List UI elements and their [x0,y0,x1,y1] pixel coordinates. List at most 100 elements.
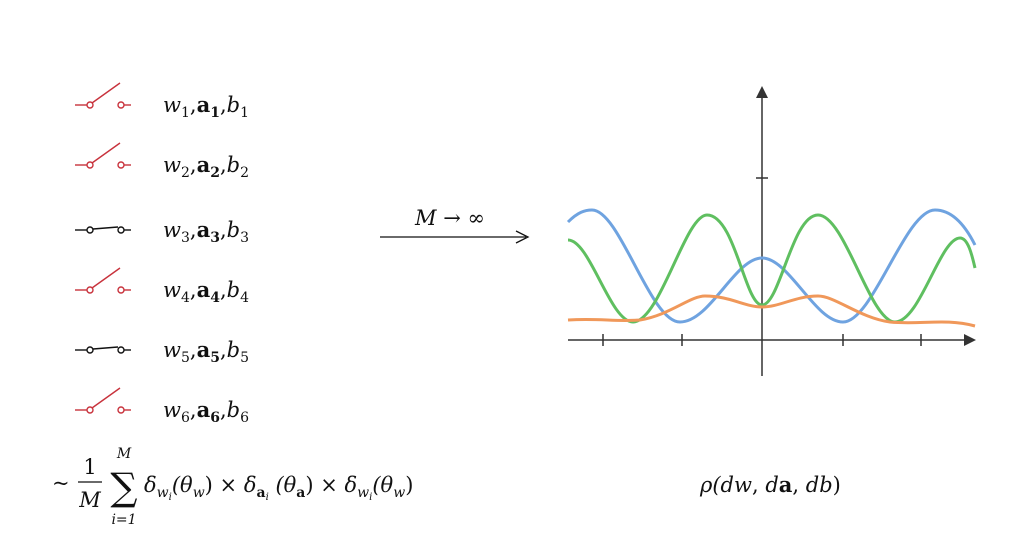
delta-subsub: i [369,492,372,503]
measure-part: , [752,473,765,497]
close-paren: ) [205,473,213,497]
param-i: 3 [240,230,249,246]
tilde: ~ [52,471,70,495]
switch [75,82,131,109]
y-arrow [756,86,768,98]
param-w: w [163,218,181,242]
contact [86,346,94,354]
delta-sub: w [157,485,169,501]
switch [75,226,131,234]
sum-top: M [116,446,132,462]
param-a: a [197,337,211,362]
measure-part: ) [833,473,841,497]
param-i: 4 [181,290,190,306]
param-w: w [163,398,181,422]
lever [91,82,121,104]
param-sep1: , [190,338,197,362]
param-i: 5 [210,350,220,366]
param-a: a [197,152,211,177]
param-b: b [227,218,240,242]
arrow-head [515,230,530,244]
neuron-params: w6,a6,b6 [163,397,249,426]
neuron-params: w3,a3,b3 [163,217,249,246]
contact [117,346,125,354]
param-sep2: , [220,398,227,422]
lever [91,142,121,164]
param-a: a [197,92,211,117]
close-paren: ) [305,473,313,497]
param-b: b [227,338,240,362]
delta-sub: w [357,485,369,501]
param-i: 5 [181,350,190,366]
param-sep1: , [190,153,197,177]
param-sep2: , [220,338,227,362]
limit-arrow: M → ∞ [380,206,530,244]
param-sep1: , [190,278,197,302]
param-sep2: , [220,218,227,242]
contact [117,286,125,294]
switch [75,346,131,354]
measure-part: , [792,473,805,497]
orange-curve [567,294,976,328]
contact [117,406,125,414]
param-w: w [163,338,181,362]
measure-label: ρ(dw, da, db) [699,472,841,497]
param-b: b [227,153,240,177]
param-sep2: , [220,93,227,117]
param-i: 2 [240,165,249,181]
param-w: w [163,153,181,177]
delta: δ [345,473,358,497]
lever [91,387,121,409]
param-i: 6 [181,410,190,426]
param-i: 3 [181,230,190,246]
formula-body: δwi(θw) × δai (θa) × δwi(θw) [144,473,413,503]
denominator: M [78,488,101,512]
param-i: 3 [210,230,220,246]
param-i: 1 [240,105,249,121]
param-i: 2 [181,165,190,181]
blue-curve [566,208,977,324]
axis-ticks [602,177,922,346]
measure-part: a [779,472,793,497]
param-sep2: , [220,278,227,302]
param-i: 1 [210,105,220,121]
contact [86,286,94,294]
param-i: 5 [240,350,249,366]
switch [75,387,131,414]
neuron-params: w2,a2,b2 [163,152,249,181]
contact [86,161,94,169]
param-sep1: , [190,93,197,117]
times: × [314,473,345,497]
contact [86,226,94,234]
sum-sign: ∑ [110,465,137,509]
arrow-label: M → ∞ [414,206,485,230]
lever [91,267,121,289]
param-i: 6 [210,410,220,426]
contact [117,226,125,234]
delta-subsub: i [266,492,269,503]
param-i: 1 [181,105,190,121]
argument-sub: a [296,485,305,501]
contact [86,406,94,414]
delta: δ [244,473,257,497]
measure-part: b [819,473,832,497]
param-a: a [197,397,211,422]
param-a: a [197,217,211,242]
measure-part: w [734,473,752,497]
param-i: 2 [210,165,220,181]
param-i: 4 [240,290,249,306]
sum-bottom: i=1 [111,512,136,528]
measure-part: d [721,473,734,497]
param-w: w [163,278,181,302]
times: × [213,473,244,497]
param-w: w [163,93,181,117]
param-sep2: , [220,153,227,177]
measure-part: d [806,473,819,497]
param-a: a [197,277,211,302]
argument-sub: w [193,485,205,501]
x-arrow [964,334,976,346]
neuron-params: w4,a4,b4 [163,277,249,306]
argument: (θ [172,473,193,497]
param-b: b [227,398,240,422]
param-sep1: , [190,398,197,422]
